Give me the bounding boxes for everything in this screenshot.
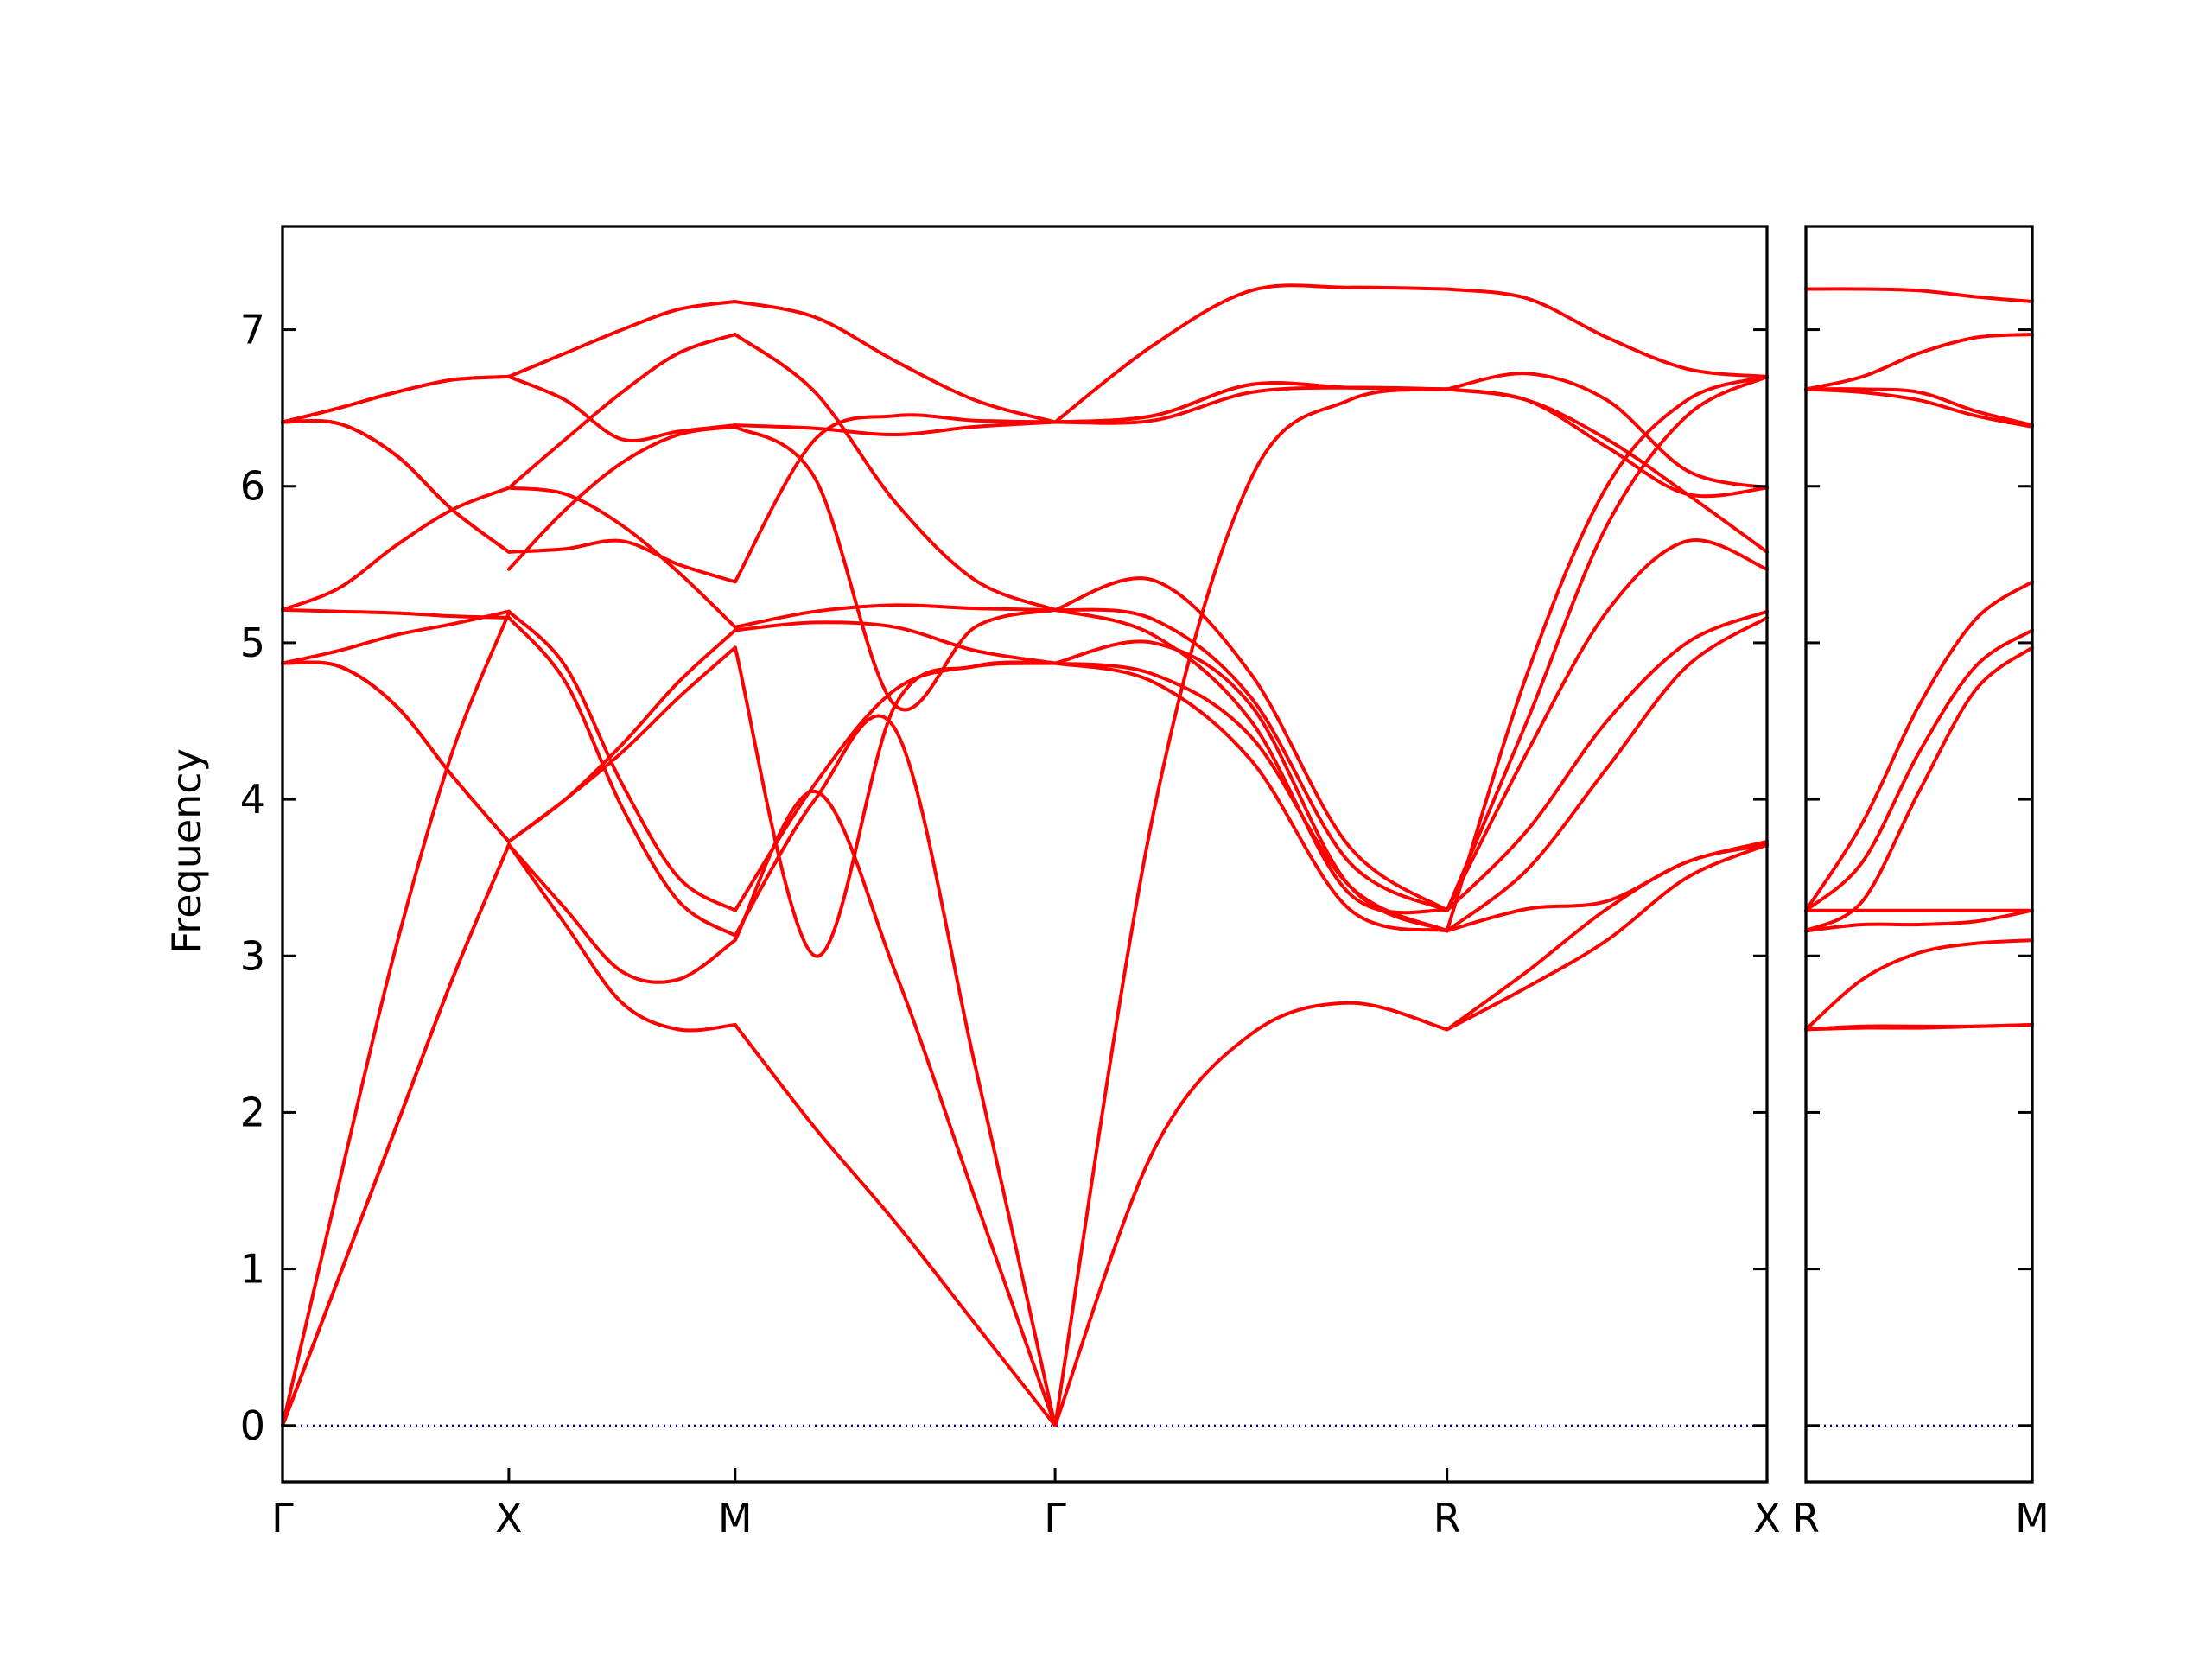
band-line-X-M-1: [506, 842, 737, 984]
y-tick-label: 6: [240, 463, 265, 510]
band-line-M-Γ-2: [733, 714, 1058, 1427]
band-line-Γ-R-5: [1053, 576, 1449, 912]
band-line-Γ-R-11: [1053, 385, 1449, 425]
band-line-M-Γ-11: [733, 300, 1058, 424]
band-line-R-M-7: [1804, 387, 2034, 429]
band-line-Γ-X-8: [281, 419, 511, 554]
band-line-Γ-X-7: [281, 486, 511, 612]
x-tick-label: Γ: [1044, 1495, 1066, 1541]
band-line-Γ-X-5: [281, 609, 511, 665]
band-line-X-M-3: [506, 645, 737, 843]
band-line-M-Γ-1: [733, 789, 1058, 1427]
band-line-X-M-4: [506, 615, 737, 938]
band-line-R-M-3: [1804, 645, 2034, 933]
band-line-R-M-2: [1804, 908, 2034, 933]
band-line-R-M-11: [1804, 1023, 2034, 1032]
band-line-R-X-4: [1445, 609, 1769, 912]
band-line-M-Γ-0: [733, 1023, 1058, 1427]
y-tick-label: 4: [240, 776, 265, 823]
band-line-X-M-10: [506, 374, 737, 442]
band-line-X-M-7: [506, 538, 737, 584]
plot-frame: [281, 225, 1769, 1484]
x-tick-label: X: [1753, 1495, 1781, 1541]
band-line-R-X-0: [1445, 842, 1769, 1032]
band-line-R-M-8: [1804, 333, 2034, 391]
band-line-R-X-10: [1445, 287, 1769, 378]
band-line-Γ-R-2: [1053, 661, 1449, 933]
band-line-Γ-X-11: [281, 374, 511, 424]
x-tick-label: M: [718, 1495, 753, 1541]
band-line-Γ-X-9: [281, 419, 511, 554]
band-line-R-X-1: [1445, 842, 1769, 1032]
x-tick-label: R: [1792, 1495, 1820, 1541]
band-line-Γ-R-3: [1053, 661, 1449, 933]
band-line-M-Γ-10: [733, 333, 1058, 612]
band-line-M-Γ-6: [733, 603, 1058, 629]
band-line-Γ-R-8: [1053, 283, 1449, 424]
plot-frame: [1804, 225, 2034, 1484]
y-tick-label: 2: [240, 1089, 265, 1135]
band-line-M-Γ-4: [733, 645, 1058, 958]
band-line-M-Γ-9: [733, 420, 1058, 437]
band-line-R-M-10: [1804, 387, 2034, 428]
band-line-X-M-9: [506, 333, 737, 490]
band-line-R-X-3: [1445, 615, 1769, 933]
band-line-R-X-2: [1445, 840, 1769, 933]
band-line-R-X-6: [1445, 374, 1769, 933]
band-line-R-M-9: [1804, 287, 2034, 303]
x-tick-label: R: [1433, 1495, 1461, 1541]
band-line-M-Γ-8: [733, 424, 1058, 712]
band-line-M-Γ-5: [733, 620, 1058, 665]
band-line-X-M-8: [506, 486, 737, 629]
band-line-Γ-R-9: [1053, 639, 1449, 933]
band-line-R-M-1: [1804, 938, 2034, 1032]
band-line-Γ-R-1: [1053, 387, 1449, 1427]
band-line-Γ-X-6: [281, 607, 511, 620]
band-line-R-X-5: [1445, 537, 1769, 912]
y-tick-label: 7: [240, 307, 265, 353]
band-line-X-M-11: [506, 300, 737, 378]
band-line-R-M-5: [1804, 580, 2034, 912]
y-tick-label: 1: [240, 1246, 265, 1293]
band-line-X-M-6: [506, 424, 737, 571]
y-axis-label: Frequency: [163, 748, 210, 954]
y-tick-label: 5: [240, 620, 265, 666]
band-line-Γ-R-4: [1053, 607, 1449, 912]
band-line-X-M-0: [506, 842, 737, 1033]
band-line-Γ-X-4: [281, 660, 511, 843]
band-line-M-Γ-7: [733, 413, 1058, 584]
band-line-R-X-8: [1445, 387, 1769, 499]
y-tick-label: 0: [240, 1402, 265, 1449]
y-tick-label: 3: [240, 932, 265, 979]
band-line-R-M-4: [1804, 628, 2034, 912]
main-panel: 0 1 2 3 4 5 6 7 Γ X M Γ R X: [240, 225, 1781, 1541]
x-tick-label: Γ: [271, 1495, 294, 1541]
band-line-R-X-11: [1445, 374, 1769, 912]
x-tick-label: X: [495, 1495, 523, 1541]
band-line-Γ-X-1: [281, 842, 511, 1427]
band-line-X-M-5: [506, 609, 737, 912]
band-line-Γ-X-2: [281, 611, 511, 1427]
band-line-Γ-R-0: [1053, 1001, 1449, 1427]
x-tick-label: M: [2015, 1495, 2050, 1541]
band-line-Γ-R-10: [1053, 607, 1449, 915]
band-line-R-X-9: [1445, 372, 1769, 490]
